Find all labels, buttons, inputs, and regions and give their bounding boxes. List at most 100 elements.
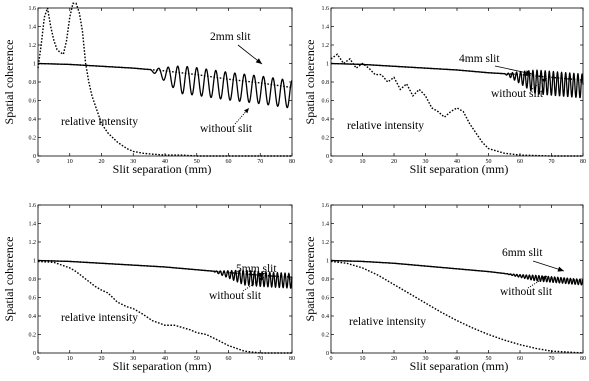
y-axis-label: Spatial coherence — [303, 40, 317, 125]
y-axis-label: Spatial coherence — [2, 237, 16, 322]
y-tick-label: 0.2 — [322, 136, 330, 142]
without-slit-annotation: without slit — [500, 286, 553, 298]
y-tick-label: 1.4 — [322, 25, 330, 31]
y-tick-label: 1.2 — [29, 43, 37, 49]
x-tick-label: 50 — [194, 356, 200, 362]
x-tick-label: 10 — [67, 159, 73, 165]
relative-intensity-annotation: relative intensity — [61, 116, 138, 128]
x-tick-label: 60 — [517, 356, 523, 362]
y-tick-label: 1 — [326, 62, 329, 68]
slit-arrow-head — [258, 272, 265, 278]
chart-panel-4: 0 10 20 30 40 50 60 70 80 0 0.2 0.4 0.6 0.8 1 1.2 1.4 1.6… — [303, 203, 586, 373]
y-tick-label: 1.2 — [322, 43, 330, 49]
x-tick-label: 80 — [580, 159, 586, 165]
x-tick-label: 80 — [289, 159, 295, 165]
x-tick-label: 60 — [517, 159, 523, 165]
slit-arrow — [494, 65, 533, 75]
y-tick-label: 1.4 — [29, 25, 37, 31]
x-tick-label: 30 — [130, 159, 136, 165]
x-tick-label: 0 — [37, 159, 40, 165]
x-tick-label: 0 — [37, 356, 40, 362]
y-tick-label: 0 — [33, 154, 36, 160]
y-tick-label: 0 — [33, 351, 36, 357]
x-tick-label: 0 — [330, 159, 333, 165]
y-tick-label: 0.8 — [29, 80, 37, 86]
x-tick-label: 40 — [162, 356, 168, 362]
x-tick-label: 70 — [257, 159, 263, 165]
slit-annotation: 5mm slit — [236, 263, 277, 275]
series-without-slit — [330, 259, 584, 282]
without-slit-arrow — [242, 276, 265, 292]
slit-arrow-head — [255, 58, 262, 64]
x-tick-label: 60 — [226, 356, 232, 362]
y-tick-label: 0.6 — [29, 296, 37, 302]
x-tick-label: 20 — [99, 356, 105, 362]
x-tick-label: 20 — [391, 356, 397, 362]
x-tick-label: 50 — [486, 356, 492, 362]
relative-intensity-annotation: relative intensity — [347, 120, 424, 132]
y-tick-label: 0.8 — [29, 277, 37, 283]
y-tick-label: 0.2 — [29, 136, 37, 142]
x-tick-label: 0 — [330, 356, 333, 362]
y-axis-label: Spatial coherence — [2, 40, 16, 125]
x-axis-label: Slit separation (mm) — [113, 359, 212, 373]
series-relative-intensity — [37, 2, 292, 157]
y-tick-label: 0 — [326, 351, 329, 357]
y-tick-label: 1.2 — [29, 240, 37, 246]
slit-annotation: 2mm slit — [210, 31, 251, 43]
without-slit-annotation: without slit — [200, 123, 253, 135]
y-tick-label: 1.6 — [29, 203, 37, 209]
series-coherence-with-slit — [37, 62, 293, 109]
x-tick-label: 20 — [391, 159, 397, 165]
x-tick-label: 10 — [67, 356, 73, 362]
x-tick-label: 70 — [549, 356, 555, 362]
without-slit-annotation: without slit — [209, 290, 262, 302]
x-tick-label: 50 — [194, 159, 200, 165]
y-tick-label: 1.6 — [322, 6, 330, 12]
series-relative-intensity — [330, 53, 583, 157]
series-coherence-with-slit — [330, 259, 584, 286]
x-axis-label: Slit separation (mm) — [410, 359, 509, 373]
y-tick-label: 0.2 — [29, 333, 37, 339]
y-tick-label: 1.6 — [322, 203, 330, 209]
slit-annotation: 6mm slit — [502, 247, 543, 259]
x-tick-label: 40 — [162, 159, 168, 165]
y-tick-label: 1.6 — [29, 6, 37, 12]
x-tick-label: 70 — [257, 356, 263, 362]
slit-arrow-head — [525, 70, 532, 76]
x-tick-label: 30 — [423, 356, 429, 362]
x-tick-label: 40 — [454, 356, 460, 362]
x-tick-label: 80 — [580, 356, 586, 362]
series-without-slit — [37, 259, 293, 278]
series-relative-intensity — [37, 260, 292, 354]
series-relative-intensity — [330, 260, 584, 354]
y-tick-label: 0.6 — [29, 99, 37, 105]
chart-panel-3: 0 10 20 30 40 50 60 70 80 0 0.2 0.4 0.6 0.8 1 1.2 1.4 1.6… — [2, 203, 295, 373]
without-slit-annotation: without slit — [491, 88, 544, 100]
x-tick-label: 30 — [130, 356, 136, 362]
y-tick-label: 0 — [326, 154, 329, 160]
plot-frame — [330, 7, 584, 157]
y-axis-label: Spatial coherence — [303, 237, 317, 322]
relative-intensity-annotation: relative intensity — [61, 312, 138, 324]
y-tick-label: 1 — [33, 62, 36, 68]
x-axis-label: Slit separation (mm) — [113, 162, 212, 176]
y-tick-label: 0.6 — [322, 99, 330, 105]
x-tick-label: 60 — [226, 159, 232, 165]
x-tick-label: 10 — [360, 159, 366, 165]
y-tick-label: 0.4 — [29, 314, 37, 320]
slit-annotation: 4mm slit — [459, 53, 500, 65]
without-slit-arrow-head — [541, 78, 547, 83]
y-tick-label: 1 — [326, 259, 329, 265]
without-slit-arrow-head — [244, 108, 249, 114]
y-tick-label: 0.4 — [322, 117, 330, 123]
x-axis-label: Slit separation (mm) — [410, 162, 509, 176]
x-tick-label: 50 — [486, 159, 492, 165]
x-tick-label: 80 — [289, 356, 295, 362]
x-tick-label: 20 — [99, 159, 105, 165]
without-slit-arrow-head — [541, 276, 547, 281]
plot-frame — [330, 204, 584, 354]
slit-arrow-head — [557, 266, 564, 272]
y-tick-label: 0.8 — [322, 277, 330, 283]
y-tick-label: 1.4 — [322, 222, 330, 228]
